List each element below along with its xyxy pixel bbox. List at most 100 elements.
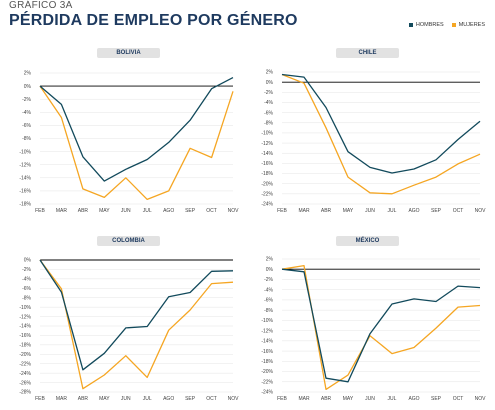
y-tick-label: -18% xyxy=(19,343,31,349)
x-tick-label: SEP xyxy=(185,208,196,214)
y-tick-label: -18% xyxy=(19,202,31,208)
x-tick-label: JUL xyxy=(388,396,397,402)
y-tick-label: 0% xyxy=(24,258,32,264)
y-tick-label: 0% xyxy=(266,267,274,273)
y-tick-label: -4% xyxy=(264,100,273,106)
y-tick-label: -28% xyxy=(19,390,31,396)
y-tick-label: -4% xyxy=(22,110,31,116)
y-tick-label: -8% xyxy=(22,136,31,142)
series-line-men xyxy=(281,73,481,174)
x-tick-label: MAY xyxy=(343,396,354,402)
y-tick-label: -8% xyxy=(264,120,273,126)
x-tick-label: SEP xyxy=(185,396,196,402)
series-line-women xyxy=(39,85,234,201)
x-tick-label: ABR xyxy=(321,208,332,214)
y-tick-label: -12% xyxy=(261,141,273,147)
legend-swatch-men xyxy=(408,23,413,27)
y-tick-label: 0% xyxy=(266,80,274,86)
y-tick-label: -12% xyxy=(19,162,31,168)
x-tick-label: JUL xyxy=(143,396,152,402)
x-tick-label: JUN xyxy=(121,208,131,214)
y-tick-label: -20% xyxy=(261,369,273,375)
chart-panel-colombia: COLOMBIA 0% -2% -4% -6% -8% -10% -12% -14% -16% -… xyxy=(0,236,247,408)
y-tick-label: -16% xyxy=(261,161,273,167)
y-tick-label: -24% xyxy=(261,390,273,396)
x-tick-label: OCT xyxy=(206,396,217,402)
y-tick-label: -10% xyxy=(261,318,273,324)
y-tick-label: -16% xyxy=(19,333,31,339)
x-tick-label: MAY xyxy=(99,208,110,214)
x-tick-label: FEB xyxy=(35,208,45,214)
series-line-men xyxy=(39,259,234,371)
y-tick-label: -10% xyxy=(19,305,31,311)
x-tick-label: JUL xyxy=(388,208,397,214)
y-tick-label: -6% xyxy=(264,298,273,304)
legend-label-men: HOMBRES xyxy=(415,22,444,28)
x-tick-label: AGO xyxy=(163,396,174,402)
chart-svg: 2% 0% -2% -4% -6% -8% -10% -12% -14% -16% -18% -20%… xyxy=(261,70,486,214)
y-tick-label: -2% xyxy=(264,90,273,96)
x-tick-label: FEB xyxy=(277,396,287,402)
panel-title: MÉXICO xyxy=(336,236,399,246)
series-line-women xyxy=(281,264,481,391)
chart-svg: 2% 0% -2% -4% -6% -8% -10% -12% -14% -16% -18% FEB M… xyxy=(19,71,240,214)
x-tick-label: FEB xyxy=(277,208,287,214)
y-tick-label: -14% xyxy=(261,339,273,345)
y-tick-label: 2% xyxy=(24,71,32,77)
x-tick-label: JUN xyxy=(365,396,375,402)
y-tick-label: -20% xyxy=(19,352,31,358)
panel-title: CHILE xyxy=(336,48,399,58)
chart-panel-mexico: MÉXICO 2% 0% -2% -4% -6% -8% -10% -12% -14% -16% -… xyxy=(247,236,495,408)
x-tick-label: SEP xyxy=(431,396,442,402)
y-tick-label: -22% xyxy=(19,361,31,367)
x-tick-label: JUL xyxy=(143,208,152,214)
legend-label-women: MUJERES xyxy=(458,22,485,28)
x-tick-label: OCT xyxy=(206,208,217,214)
x-tick-label: JUN xyxy=(365,208,375,214)
y-tick-label: -4% xyxy=(22,277,31,283)
x-tick-label: ABR xyxy=(78,208,89,214)
legend: HOMBRES MUJERES xyxy=(401,22,485,28)
x-tick-label: FEB xyxy=(35,396,45,402)
x-tick-label: JUN xyxy=(121,396,131,402)
y-tick-label: -8% xyxy=(264,308,273,314)
page-title: PÉRDIDA DE EMPLEO POR GÉNERO xyxy=(9,12,298,29)
y-tick-label: -8% xyxy=(22,295,31,301)
series-line-men xyxy=(281,268,481,383)
y-tick-label: -6% xyxy=(22,123,31,129)
x-tick-label: NOV xyxy=(475,396,487,402)
series-line-women xyxy=(39,259,234,390)
y-tick-label: 0% xyxy=(24,84,32,90)
y-tick-label: -18% xyxy=(261,359,273,365)
y-tick-label: -22% xyxy=(261,379,273,385)
y-tick-label: -10% xyxy=(19,149,31,155)
series-line-men xyxy=(39,77,234,182)
x-tick-label: SEP xyxy=(431,208,442,214)
y-tick-label: -14% xyxy=(19,324,31,330)
y-tick-label: -14% xyxy=(261,151,273,157)
panel-title: COLOMBIA xyxy=(97,236,160,246)
x-tick-label: NOV xyxy=(228,396,240,402)
x-tick-label: MAR xyxy=(56,396,68,402)
y-tick-label: 2% xyxy=(266,257,274,263)
x-tick-label: MAY xyxy=(343,208,354,214)
x-tick-label: NOV xyxy=(228,208,240,214)
chart-svg: 2% 0% -2% -4% -6% -8% -10% -12% -14% -16% -18% -20%… xyxy=(261,257,487,402)
y-tick-label: -26% xyxy=(19,380,31,386)
series-line-women xyxy=(281,73,481,195)
y-tick-label: -2% xyxy=(264,277,273,283)
y-tick-label: -24% xyxy=(261,202,273,208)
y-tick-label: -20% xyxy=(261,181,273,187)
x-tick-label: AGO xyxy=(408,208,419,214)
y-tick-label: -14% xyxy=(19,176,31,182)
y-tick-label: -4% xyxy=(264,287,273,293)
y-tick-label: -18% xyxy=(261,171,273,177)
y-tick-label: -12% xyxy=(19,314,31,320)
chart-svg: 0% -2% -4% -6% -8% -10% -12% -14% -16% -18% -20% -2… xyxy=(19,258,240,402)
x-tick-label: MAR xyxy=(298,208,310,214)
chart-panel-bolivia: BOLIVIA 2% 0% -2% -4% -6% -8% -10% -12% -14% -16%… xyxy=(0,48,247,220)
x-tick-label: ABR xyxy=(78,396,89,402)
x-tick-label: AGO xyxy=(163,208,174,214)
y-tick-label: -6% xyxy=(264,110,273,116)
chart-kicker: GRÁFICO 3A xyxy=(9,0,73,11)
